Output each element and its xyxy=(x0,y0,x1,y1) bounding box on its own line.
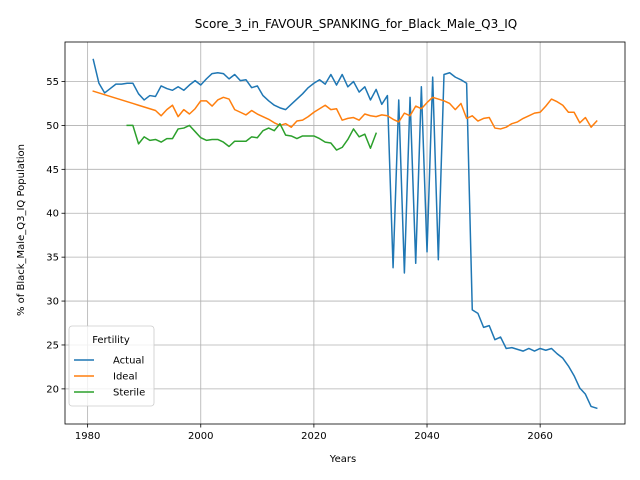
y-tick-label: 30 xyxy=(46,297,59,308)
y-tick-label: 40 xyxy=(46,209,59,220)
series-line-actual xyxy=(92,58,598,410)
series-layer xyxy=(92,58,598,410)
x-tick-label: 2000 xyxy=(188,431,213,442)
ticks: 1980 2000 2020 2040 2060 20 25 30 35 40 45 50 55 xyxy=(46,77,553,442)
plot-frame xyxy=(64,41,626,425)
grid xyxy=(65,42,625,424)
y-tick-label: 55 xyxy=(46,77,59,88)
x-tick-label: 2040 xyxy=(414,431,439,442)
x-tick-label: 1980 xyxy=(75,431,100,442)
x-axis-label: Years xyxy=(329,454,356,465)
y-tick-label: 25 xyxy=(46,340,59,351)
series-line-ideal xyxy=(92,90,598,130)
legend-label-sterile: Sterile xyxy=(113,388,145,399)
legend-title: Fertility xyxy=(92,335,130,346)
chart-title: Score_3_in_FAVOUR_SPANKING_for_Black_Mal… xyxy=(195,17,517,31)
legend-box xyxy=(68,325,155,407)
y-tick-label: 35 xyxy=(46,253,59,264)
legend-label-ideal: Ideal xyxy=(113,372,137,383)
y-tick-label: 20 xyxy=(46,384,59,395)
y-tick-label: 45 xyxy=(46,165,59,176)
y-axis-label: % of Black_Male_Q3_IQ Population xyxy=(16,144,27,316)
x-tick-label: 2020 xyxy=(301,431,326,442)
x-tick-label: 2060 xyxy=(527,431,552,442)
legend: Fertility Actual Ideal Sterile xyxy=(68,325,155,407)
series-line-sterile xyxy=(126,122,378,151)
legend-label-actual: Actual xyxy=(113,356,144,367)
y-tick-label: 50 xyxy=(46,121,59,132)
